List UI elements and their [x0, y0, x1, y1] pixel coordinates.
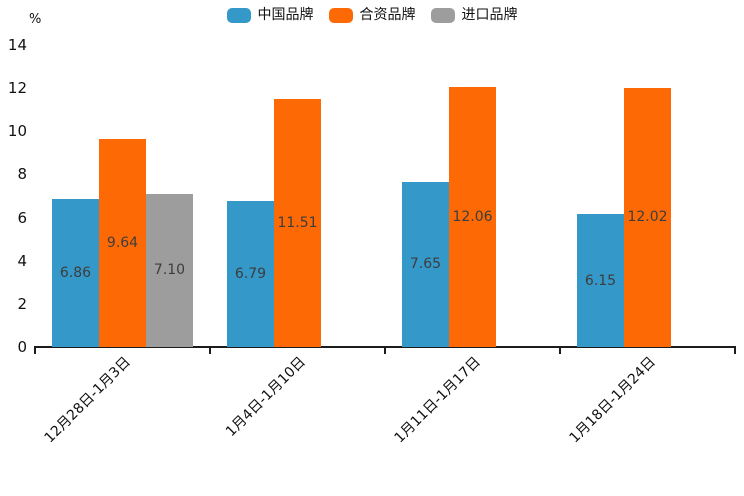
x-axis-line	[34, 346, 736, 348]
bar	[577, 214, 624, 347]
bar-value-label: 6.79	[234, 265, 267, 282]
bar	[624, 87, 671, 347]
x-tick-label: 1月18日-1月24日	[566, 354, 659, 447]
x-axis-tick	[734, 348, 736, 354]
legend-swatch-china-brand	[226, 7, 251, 23]
bar-value-label: 7.65	[409, 256, 442, 273]
bar-value-label: 7.10	[153, 262, 186, 279]
y-axis-unit-label: %	[29, 12, 42, 27]
bar-value-label: 11.51	[277, 214, 318, 231]
legend-item-china-brand: 中国品牌	[226, 6, 314, 24]
y-tick-label: 12	[7, 79, 27, 98]
bar	[402, 181, 449, 347]
bar-value-label: 6.15	[584, 272, 617, 289]
bar-value-label: 9.64	[106, 235, 139, 252]
x-tick-label: 1月11日-1月17日	[391, 354, 484, 447]
bar-value-label: 12.02	[627, 209, 668, 226]
bar-value-label: 6.86	[59, 265, 92, 281]
bar	[146, 193, 193, 347]
x-axis-tick	[209, 348, 211, 354]
x-axis-tick	[559, 348, 561, 354]
x-axis-tick	[34, 348, 36, 354]
bar-value-label: 12.06	[452, 208, 493, 225]
legend-item-joint-venture-brand: 合资品牌	[328, 6, 416, 24]
bar	[227, 200, 274, 347]
y-tick-label: 10	[7, 122, 27, 141]
y-tick-label: 0	[17, 338, 27, 356]
bar	[99, 139, 146, 347]
chart-legend: 中国品牌 合资品牌 进口品牌	[0, 6, 744, 24]
bar	[274, 98, 321, 347]
legend-label: 合资品牌	[359, 7, 416, 23]
bar	[52, 199, 99, 347]
legend-swatch-joint-venture-brand	[328, 7, 353, 23]
legend-swatch-imported-brand	[430, 7, 455, 23]
y-tick-label: 6	[17, 208, 27, 227]
y-tick-label: 4	[17, 251, 27, 270]
x-tick-label: 12月28日-1月3日	[41, 354, 134, 447]
x-axis-tick	[384, 348, 386, 354]
y-tick-label: 2	[17, 294, 27, 313]
y-tick-label: 8	[17, 165, 27, 184]
y-tick-label: 14	[7, 36, 27, 54]
bar	[449, 86, 496, 347]
legend-label: 进口品牌	[461, 7, 518, 23]
legend-label: 中国品牌	[257, 7, 314, 23]
legend-item-imported-brand: 进口品牌	[430, 6, 518, 24]
x-tick-label: 1月4日-1月10日	[222, 354, 309, 440]
